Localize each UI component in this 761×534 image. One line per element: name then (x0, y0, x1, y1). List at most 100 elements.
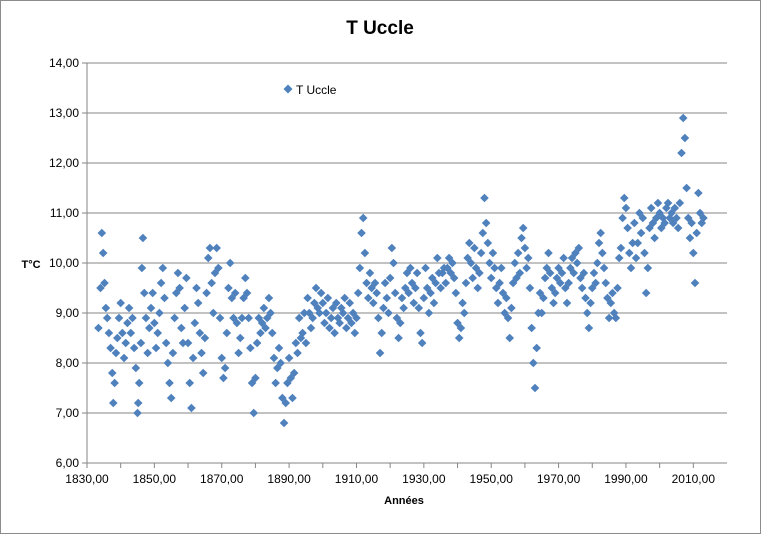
data-point (139, 288, 149, 298)
data-point (502, 293, 511, 303)
data-point (124, 303, 134, 313)
legend-entry: T Uccle (296, 83, 337, 97)
data-point (641, 288, 651, 298)
data-point (94, 323, 103, 333)
data-point (116, 298, 125, 308)
data-point (567, 253, 577, 263)
data-point (561, 283, 570, 293)
data-point (394, 333, 403, 343)
data-point (670, 203, 680, 213)
data-point (594, 238, 604, 248)
data-point (438, 268, 447, 278)
x-tick-label: 1990,00 (604, 472, 648, 486)
data-point (608, 288, 617, 298)
data-point (363, 293, 373, 303)
data-point (237, 313, 247, 323)
data-point (301, 338, 311, 348)
data-point (126, 328, 136, 338)
data-point (308, 313, 317, 323)
data-point (119, 353, 129, 363)
data-point (355, 263, 365, 273)
y-axis-label: T°C (21, 259, 40, 271)
data-point (153, 328, 163, 338)
data-point (286, 373, 296, 383)
data-point (202, 288, 211, 298)
data-point (200, 333, 210, 343)
data-point (518, 223, 528, 233)
data-point (601, 278, 611, 288)
data-point (274, 343, 284, 353)
data-point (389, 258, 398, 268)
data-point (326, 313, 336, 323)
data-point (581, 293, 590, 303)
data-point (377, 328, 387, 338)
data-point (636, 228, 646, 238)
data-point (107, 368, 117, 378)
data-point (409, 298, 419, 308)
data-point (426, 288, 435, 298)
data-point (411, 283, 420, 293)
data-point (461, 278, 471, 288)
data-point (495, 278, 504, 288)
data-point (205, 243, 215, 253)
data-point (333, 313, 343, 323)
data-point (682, 183, 691, 193)
data-point (219, 373, 228, 383)
y-tick-label: 10,00 (49, 256, 79, 270)
data-point (278, 393, 287, 403)
data-point (284, 353, 294, 363)
data-point (678, 113, 688, 123)
y-tick-label: 8,00 (56, 356, 80, 370)
data-points (94, 113, 708, 428)
data-point (657, 223, 666, 233)
data-point (165, 378, 174, 388)
data-point (555, 278, 565, 288)
data-point (419, 293, 429, 303)
data-point (271, 378, 280, 388)
data-point (374, 313, 383, 323)
data-point (427, 273, 437, 283)
data-point (655, 208, 664, 218)
data-point (523, 253, 533, 263)
data-point (586, 298, 595, 308)
data-point (259, 303, 269, 313)
data-point (429, 298, 439, 308)
data-point (352, 313, 361, 323)
data-point (596, 228, 605, 238)
data-point (193, 298, 203, 308)
data-point (151, 343, 161, 353)
data-point (406, 263, 415, 273)
data-point (380, 278, 390, 288)
data-point (303, 293, 312, 303)
data-point (433, 253, 442, 263)
data-point (106, 343, 115, 353)
data-point (146, 303, 156, 313)
data-point (102, 313, 112, 323)
data-point (387, 243, 397, 253)
data-point (96, 283, 105, 293)
data-point (525, 283, 535, 293)
data-point (207, 278, 216, 288)
data-point (281, 398, 291, 408)
data-point (171, 288, 181, 298)
data-point (225, 258, 235, 268)
data-point (299, 308, 309, 318)
data-point (503, 313, 513, 323)
data-point (311, 283, 321, 293)
data-point (104, 328, 114, 338)
data-point (293, 348, 302, 358)
data-point (593, 258, 602, 268)
data-point (486, 273, 496, 283)
data-point (143, 348, 152, 358)
data-point (133, 408, 142, 418)
data-point (382, 293, 392, 303)
data-point (251, 373, 260, 383)
data-point (569, 268, 579, 278)
data-point (192, 283, 201, 293)
data-point (203, 253, 213, 263)
data-point (564, 278, 573, 288)
data-point (550, 288, 560, 298)
y-tick-label: 7,00 (56, 406, 80, 420)
data-point (177, 323, 186, 333)
data-point (497, 263, 506, 273)
